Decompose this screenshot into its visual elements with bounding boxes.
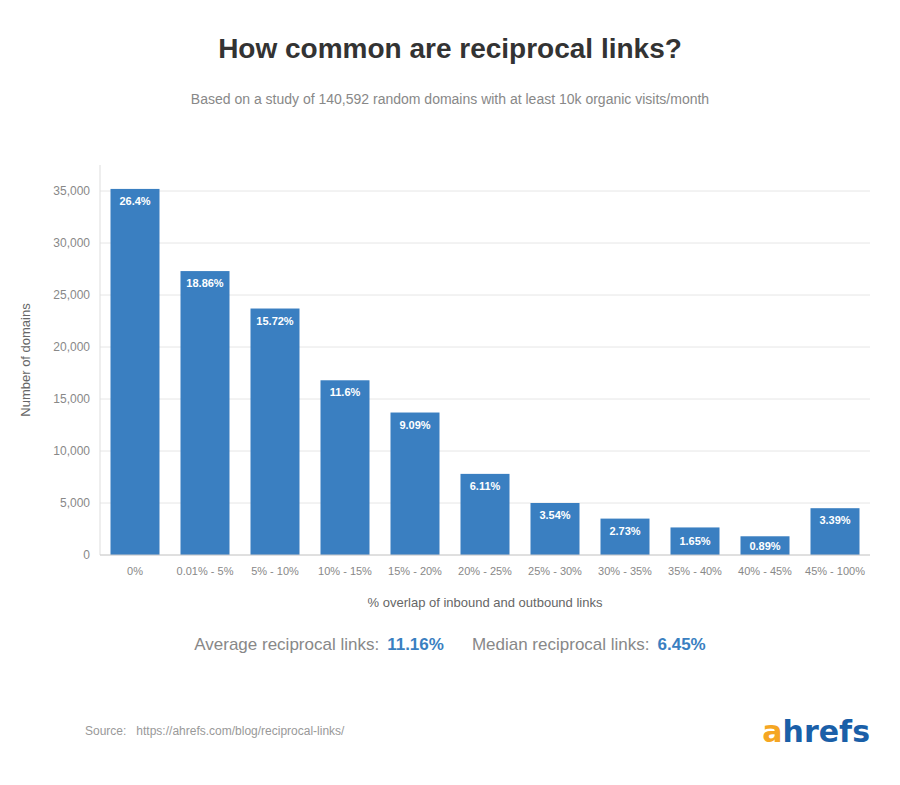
bar-label: 3.39% [819,514,850,526]
x-tick-label: 35% - 40% [668,565,722,577]
y-tick-label: 15,000 [53,392,90,406]
x-tick-label: 0.01% - 5% [177,565,234,577]
stats-line: Average reciprocal links: 11.16% Median re… [194,635,705,654]
x-axis-label: % overlap of inbound and outbound links [368,595,603,610]
x-tick-label: 30% - 35% [598,565,652,577]
bar [181,271,230,555]
bar-label: 26.4% [119,195,150,207]
y-tick-label: 5,000 [60,496,90,510]
x-tick-label: 5% - 10% [251,565,299,577]
x-tick-label: 15% - 20% [388,565,442,577]
bar-label: 9.09% [399,419,430,431]
y-tick-label: 0 [83,548,90,562]
grid-line [100,191,870,192]
chart-svg: How common are reciprocal links? Based on… [0,0,900,785]
x-tick-label: 10% - 15% [318,565,372,577]
bar-label: 1.65% [679,535,710,547]
bar [461,474,510,555]
x-tick-label: 25% - 30% [528,565,582,577]
bar-label: 11.6% [330,386,361,398]
background [0,0,900,785]
source: Source: https://ahrefs.com/blog/reciproc… [85,724,345,738]
y-tick-label: 35,000 [53,184,90,198]
title: How common are reciprocal links? [218,33,682,64]
logo: ahrefs [762,714,870,749]
bar [671,527,720,555]
logo-a: a [762,714,782,749]
bar [741,536,790,555]
y-axis-line [100,165,101,555]
bar-label: 18.86% [186,277,224,289]
x-tick-label: 0% [127,565,143,577]
subtitle: Based on a study of 140,592 random domai… [191,91,709,107]
x-tick-label: 20% - 25% [458,565,512,577]
stats-label: Average reciprocal links: [194,635,379,654]
bar [391,413,440,555]
bar-label: 0.89% [749,540,780,552]
stats-value: 11.16% [387,635,444,654]
y-tick-label: 30,000 [53,236,90,250]
bars [111,189,860,555]
bar [601,519,650,555]
bar [321,380,370,555]
y-tick-label: 25,000 [53,288,90,302]
bar-label: 3.54% [539,509,570,521]
y-tick-label: 20,000 [53,340,90,354]
grid [100,191,870,555]
bar [531,503,580,555]
bar-label: 15.72% [256,315,294,327]
x-axis-line [100,555,870,556]
grid-line [100,555,870,556]
x-tick-label: 40% - 45% [738,565,792,577]
y-tick-label: 10,000 [53,444,90,458]
bar [251,309,300,555]
y-axis-label: Number of domains [18,303,33,417]
bar-label: 6.11% [470,480,501,492]
bar [811,508,860,555]
x-tick-label: 45% - 100% [805,565,865,577]
logo-hrefs: hrefs [783,714,870,749]
chart-container: How common are reciprocal links? Based on… [0,0,900,785]
grid-line [100,243,870,244]
stats-value: 6.45% [658,635,706,654]
stats-label: Median reciprocal links: [472,635,650,654]
bar-label: 2.73% [609,525,640,537]
bar [111,189,160,555]
